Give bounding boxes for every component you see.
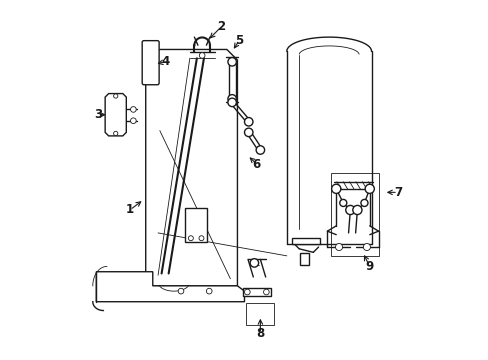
FancyBboxPatch shape <box>246 303 274 325</box>
Text: 4: 4 <box>161 55 169 68</box>
Circle shape <box>352 206 361 215</box>
FancyBboxPatch shape <box>142 41 159 85</box>
Circle shape <box>227 98 236 107</box>
Polygon shape <box>96 272 244 302</box>
Circle shape <box>250 259 258 267</box>
Circle shape <box>360 199 367 207</box>
Circle shape <box>113 94 118 98</box>
Circle shape <box>244 128 252 136</box>
Text: 7: 7 <box>393 186 401 199</box>
Circle shape <box>365 184 374 193</box>
Polygon shape <box>242 288 270 296</box>
Text: 6: 6 <box>252 158 261 171</box>
Circle shape <box>263 289 269 295</box>
Circle shape <box>335 243 342 251</box>
Circle shape <box>339 199 346 207</box>
Circle shape <box>178 288 183 294</box>
FancyBboxPatch shape <box>184 208 207 242</box>
Circle shape <box>199 53 204 58</box>
Circle shape <box>227 58 236 66</box>
Circle shape <box>244 118 252 126</box>
Circle shape <box>188 236 193 241</box>
Circle shape <box>256 146 264 154</box>
Circle shape <box>227 95 236 103</box>
Circle shape <box>113 131 118 136</box>
Text: 5: 5 <box>235 34 243 47</box>
Polygon shape <box>291 238 320 243</box>
Text: 8: 8 <box>256 327 264 340</box>
Text: 9: 9 <box>365 260 373 273</box>
Polygon shape <box>145 49 237 286</box>
Text: 2: 2 <box>217 20 225 33</box>
FancyBboxPatch shape <box>300 253 308 265</box>
FancyBboxPatch shape <box>330 173 378 256</box>
Circle shape <box>363 243 370 251</box>
Circle shape <box>199 236 203 241</box>
Circle shape <box>130 118 136 123</box>
Circle shape <box>331 184 340 193</box>
Circle shape <box>244 289 250 295</box>
Polygon shape <box>105 94 126 136</box>
Text: 1: 1 <box>125 203 134 216</box>
Text: 3: 3 <box>94 108 102 121</box>
Circle shape <box>345 206 354 215</box>
Circle shape <box>130 107 136 112</box>
Circle shape <box>206 288 212 294</box>
